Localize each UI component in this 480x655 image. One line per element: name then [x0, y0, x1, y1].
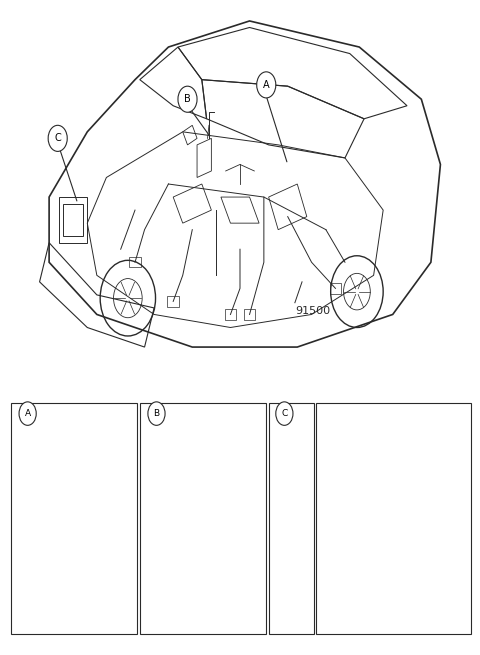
Circle shape	[148, 402, 165, 425]
Text: 91990Q: 91990Q	[390, 507, 429, 517]
Text: 91970R: 91970R	[180, 432, 218, 442]
Text: 91970L: 91970L	[181, 422, 217, 433]
Text: A: A	[263, 80, 270, 90]
Bar	[161, 464, 204, 527]
Text: 1141AC: 1141AC	[419, 422, 457, 432]
Bar	[180, 527, 191, 543]
FancyBboxPatch shape	[269, 403, 314, 634]
Bar	[49, 486, 68, 494]
Bar	[129, 257, 141, 267]
Circle shape	[19, 402, 36, 425]
Bar	[444, 569, 456, 591]
Bar	[195, 527, 205, 543]
Text: 91970D: 91970D	[47, 422, 85, 433]
Bar	[441, 565, 459, 595]
Text: 91970F: 91970F	[333, 555, 370, 565]
Text: 84183: 84183	[433, 555, 464, 565]
Circle shape	[48, 125, 67, 151]
FancyBboxPatch shape	[316, 403, 471, 634]
Bar	[165, 473, 201, 522]
Bar	[49, 527, 68, 543]
Bar	[169, 483, 196, 515]
Bar	[168, 296, 179, 307]
Text: C: C	[54, 134, 61, 143]
Circle shape	[276, 402, 293, 425]
Circle shape	[178, 86, 197, 112]
Bar	[166, 527, 177, 543]
FancyBboxPatch shape	[11, 403, 137, 634]
Text: 1129EA: 1129EA	[327, 459, 364, 470]
Bar	[330, 283, 341, 293]
Circle shape	[257, 72, 276, 98]
Text: 91500: 91500	[295, 306, 330, 316]
Text: B: B	[184, 94, 191, 104]
Text: C: C	[281, 409, 288, 418]
Bar	[225, 309, 236, 320]
Text: A: A	[24, 409, 31, 418]
Bar	[244, 309, 255, 320]
Bar	[363, 459, 369, 466]
Text: 91960S: 91960S	[273, 424, 310, 434]
Bar	[75, 527, 95, 543]
Text: B: B	[154, 409, 159, 418]
FancyBboxPatch shape	[140, 403, 266, 634]
Bar	[49, 466, 68, 474]
